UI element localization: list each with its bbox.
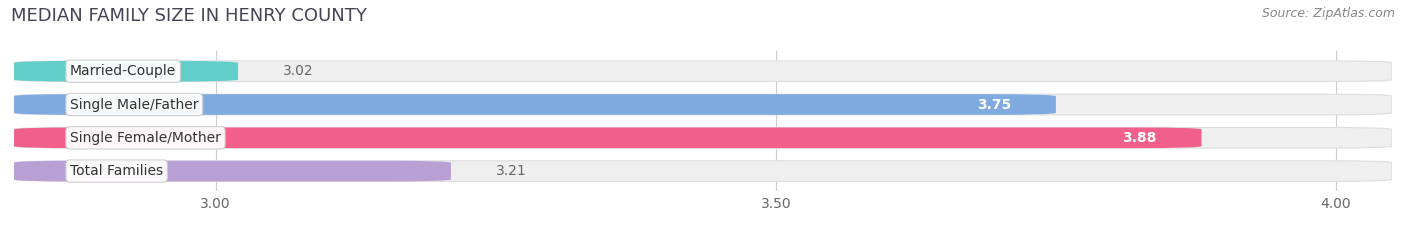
FancyBboxPatch shape bbox=[14, 127, 1202, 148]
FancyBboxPatch shape bbox=[14, 161, 451, 182]
Text: Total Families: Total Families bbox=[70, 164, 163, 178]
Text: Single Male/Father: Single Male/Father bbox=[70, 98, 198, 112]
FancyBboxPatch shape bbox=[14, 94, 1392, 115]
Text: Source: ZipAtlas.com: Source: ZipAtlas.com bbox=[1261, 7, 1395, 20]
Text: Married-Couple: Married-Couple bbox=[70, 64, 176, 78]
FancyBboxPatch shape bbox=[14, 61, 238, 82]
FancyBboxPatch shape bbox=[14, 94, 1056, 115]
Text: Single Female/Mother: Single Female/Mother bbox=[70, 131, 221, 145]
FancyBboxPatch shape bbox=[14, 127, 1392, 148]
Text: 3.88: 3.88 bbox=[1122, 131, 1157, 145]
Text: 3.02: 3.02 bbox=[283, 64, 314, 78]
FancyBboxPatch shape bbox=[14, 161, 1392, 182]
FancyBboxPatch shape bbox=[14, 61, 1392, 82]
Text: 3.21: 3.21 bbox=[496, 164, 526, 178]
Text: MEDIAN FAMILY SIZE IN HENRY COUNTY: MEDIAN FAMILY SIZE IN HENRY COUNTY bbox=[11, 7, 367, 25]
Text: 3.75: 3.75 bbox=[977, 98, 1011, 112]
